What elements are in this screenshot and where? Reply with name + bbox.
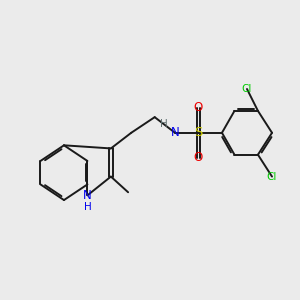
Text: N: N: [171, 126, 179, 139]
Text: O: O: [194, 101, 203, 114]
Text: N: N: [83, 189, 92, 202]
Text: O: O: [194, 151, 203, 164]
Text: Cl: Cl: [242, 84, 252, 94]
Text: H: H: [160, 119, 168, 129]
Text: S: S: [194, 126, 203, 139]
Text: H: H: [84, 202, 91, 212]
Text: Cl: Cl: [267, 172, 277, 182]
